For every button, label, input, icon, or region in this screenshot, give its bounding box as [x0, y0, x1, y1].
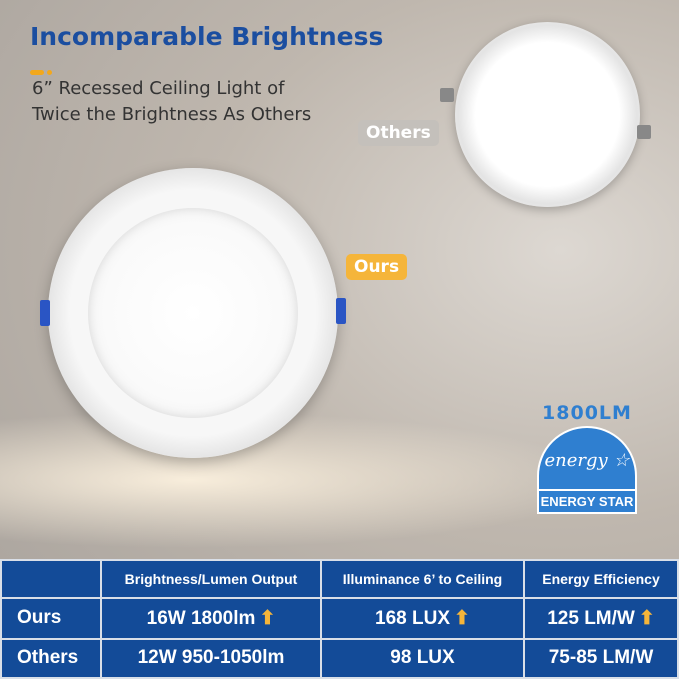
ours-light-image — [48, 168, 338, 458]
table-cell: 16W 1800lm ⬆ — [100, 597, 322, 640]
table-header: Illuminance 6’ to Ceiling — [320, 559, 525, 599]
others-tag: Others — [358, 120, 439, 146]
table-row: Ours 16W 1800lm ⬆ 168 LUX ⬆ 125 LM/W ⬆ — [0, 597, 679, 640]
up-arrow-icon: ⬆ — [638, 607, 655, 629]
others-clip — [637, 125, 651, 139]
table-cell: 12W 950-1050lm — [100, 637, 322, 679]
table-cell: 98 LUX — [320, 637, 525, 679]
ours-clip — [336, 298, 346, 324]
subtitle-line: 6” Recessed Ceiling Light of — [32, 78, 285, 99]
up-arrow-icon: ⬆ — [259, 607, 276, 629]
headline: Incomparable Brightness — [30, 22, 384, 51]
energy-script: energy ☆ — [544, 450, 630, 471]
table-header-row: Brightness/Lumen Output Illuminance 6’ t… — [0, 559, 679, 599]
subtitle-line: Twice the Brightness As Others — [32, 104, 312, 125]
light-panel — [88, 208, 298, 418]
subtitle: 6” Recessed Ceiling Light of Twice the B… — [32, 76, 311, 128]
energy-star-badge: 1800LM energy ☆ ENERGY STAR — [533, 402, 641, 514]
lumen-label: 1800LM — [542, 402, 632, 424]
row-label: Ours — [0, 597, 102, 640]
table-cell: 168 LUX ⬆ — [320, 597, 525, 640]
others-clip — [440, 88, 454, 102]
table-cell: 75-85 LM/W — [523, 637, 679, 679]
table-header — [0, 559, 102, 599]
energy-star-label: ENERGY STAR — [539, 489, 635, 512]
ours-tag: Ours — [346, 254, 408, 280]
others-light-image — [455, 22, 640, 207]
table-header: Energy Efficiency — [523, 559, 679, 599]
table-header: Brightness/Lumen Output — [100, 559, 322, 599]
up-arrow-icon: ⬆ — [454, 607, 470, 629]
ours-clip — [40, 300, 50, 326]
table-cell: 125 LM/W ⬆ — [523, 597, 679, 640]
table-row: Others 12W 950-1050lm 98 LUX 75-85 LM/W — [0, 637, 679, 679]
energy-star-logo: energy ☆ ENERGY STAR — [537, 426, 637, 514]
accent-dots — [30, 60, 55, 79]
row-label: Others — [0, 637, 102, 679]
comparison-table: Brightness/Lumen Output Illuminance 6’ t… — [0, 559, 679, 679]
